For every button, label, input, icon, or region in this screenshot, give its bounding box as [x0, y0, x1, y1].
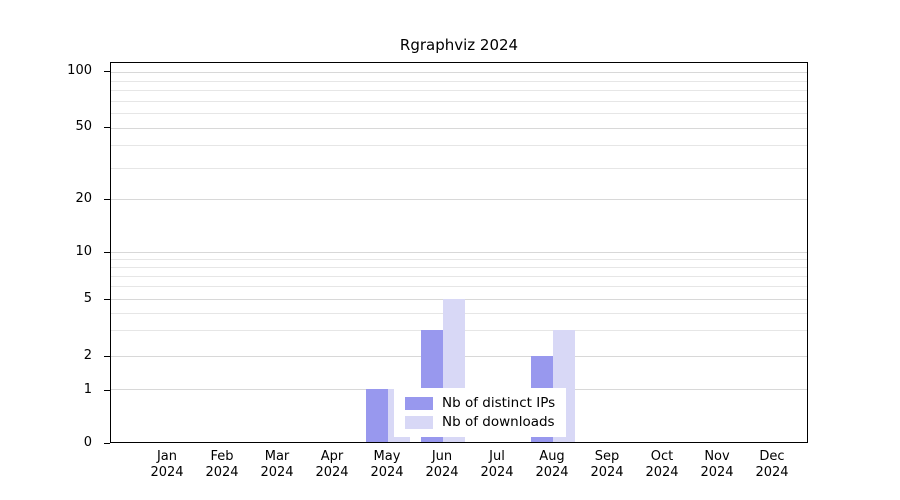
major-gridline	[111, 252, 807, 254]
y-tick-mark	[104, 127, 110, 129]
y-axis-labels: 0 1 2 5 10 20 50 100	[0, 62, 101, 450]
month-label: Jul	[489, 449, 505, 464]
bar-distinct-ips-may	[366, 389, 388, 442]
minor-gridline	[111, 267, 807, 269]
month-label: Nov	[704, 449, 730, 464]
legend-entry-downloads: Nb of downloads	[405, 414, 555, 430]
major-gridline	[111, 199, 807, 201]
x-tick-label: Jan 2024	[137, 449, 197, 481]
y-tick-label: 20	[75, 191, 92, 207]
legend-swatch-distinct-ips	[405, 396, 433, 410]
legend-entry-distinct-ips: Nb of distinct IPs	[405, 395, 555, 411]
y-tick-label: 50	[75, 119, 92, 135]
y-tick-mark	[104, 71, 110, 73]
minor-gridline	[111, 259, 807, 261]
year-label: 2024	[425, 465, 459, 480]
y-tick-mark	[104, 356, 110, 358]
month-label: Mar	[264, 449, 290, 464]
month-label: Feb	[210, 449, 234, 464]
minor-gridline	[111, 276, 807, 278]
y-tick-label: 0	[83, 435, 92, 450]
year-label: 2024	[535, 465, 569, 480]
y-tick-mark	[104, 298, 110, 300]
month-label: May	[373, 449, 401, 464]
year-label: 2024	[480, 465, 514, 480]
year-label: 2024	[645, 465, 679, 480]
minor-gridline	[111, 113, 807, 115]
legend-label-downloads: Nb of downloads	[442, 414, 555, 430]
minor-gridline	[111, 80, 807, 82]
x-tick-label: Feb 2024	[192, 449, 252, 481]
month-label: Apr	[320, 449, 344, 464]
year-label: 2024	[205, 465, 239, 480]
minor-gridline	[111, 145, 807, 147]
month-label: Jan	[156, 449, 178, 464]
y-tick-mark	[104, 252, 110, 254]
legend-swatch-downloads	[405, 415, 433, 429]
minor-gridline	[111, 90, 807, 92]
x-axis-labels: Jan 2024 Feb 2024 Mar 2024 Apr 2024 May 2024 Jun 20…	[110, 449, 808, 489]
year-label: 2024	[755, 465, 789, 480]
y-tick-mark	[104, 390, 110, 392]
year-label: 2024	[315, 465, 349, 480]
chart-title: Rgraphviz 2024	[399, 36, 519, 54]
minor-gridline	[111, 100, 807, 102]
x-tick-label: Dec 2024	[742, 449, 802, 481]
legend-label-distinct-ips: Nb of distinct IPs	[442, 395, 556, 411]
x-tick-label: Nov 2024	[687, 449, 747, 481]
minor-gridline	[111, 286, 807, 288]
month-label: Oct	[650, 449, 674, 464]
x-tick-label: Mar 2024	[247, 449, 307, 481]
y-tick-mark	[104, 443, 110, 444]
month-label: Aug	[539, 449, 565, 464]
year-label: 2024	[700, 465, 734, 480]
x-tick-label: May 2024	[357, 449, 417, 481]
major-gridline	[111, 127, 807, 129]
x-tick-label: Apr 2024	[302, 449, 362, 481]
y-tick-label: 2	[83, 348, 92, 364]
x-tick-label: Jul 2024	[467, 449, 527, 481]
year-label: 2024	[150, 465, 184, 480]
major-gridline	[111, 72, 807, 74]
y-tick-label: 100	[67, 63, 92, 79]
y-tick-label: 10	[75, 244, 92, 260]
x-tick-label: Jun 2024	[412, 449, 472, 481]
plot-area: Nb of distinct IPs Nb of downloads	[110, 62, 808, 443]
year-label: 2024	[590, 465, 624, 480]
month-label: Sep	[594, 449, 620, 464]
year-label: 2024	[370, 465, 404, 480]
y-tick-label: 1	[83, 382, 92, 398]
x-tick-label: Aug 2024	[522, 449, 582, 481]
y-tick-label: 5	[83, 290, 92, 306]
month-label: Jun	[431, 449, 453, 464]
y-tick-mark	[104, 199, 110, 201]
year-label: 2024	[260, 465, 294, 480]
minor-gridline	[111, 167, 807, 169]
chart-legend: Nb of distinct IPs Nb of downloads	[394, 388, 567, 437]
x-tick-label: Oct 2024	[632, 449, 692, 481]
x-tick-label: Sep 2024	[577, 449, 637, 481]
month-label: Dec	[759, 449, 785, 464]
